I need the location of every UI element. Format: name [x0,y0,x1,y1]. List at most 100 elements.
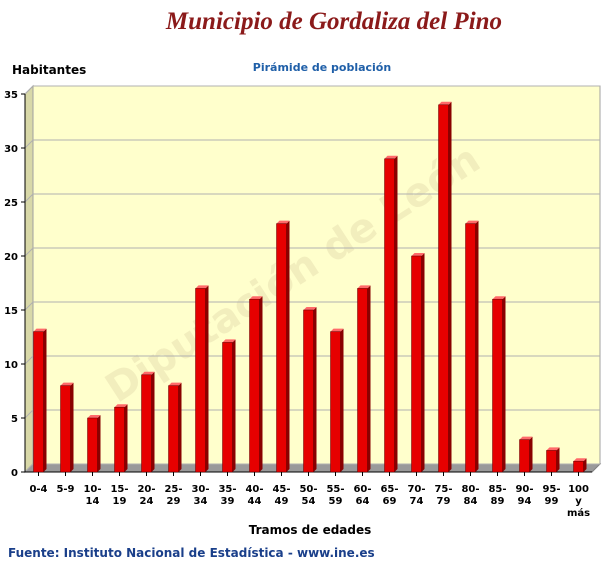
gridline-side [24,301,34,311]
bar-front [168,385,179,473]
x-tick-label: 45-49 [272,484,290,507]
x-tick-label: 55-59 [326,484,344,507]
bar-front [357,288,368,473]
bar [546,447,560,473]
bar-top [357,285,371,289]
bar [438,101,452,473]
x-tick-label: 65-69 [380,484,398,507]
bar-side [43,328,47,472]
bar-top [573,458,587,462]
bar-front [546,450,557,473]
bars [33,101,587,473]
x-axis-label: Tramos de edades [248,523,372,537]
bar-top [276,220,290,224]
bar-top [492,296,506,300]
bar-front [33,331,44,473]
gridline-side [24,85,34,95]
bar-top [330,328,344,332]
bar-side [448,101,452,473]
y-tick-label: 30 [4,144,18,155]
x-tick-label: 10-14 [83,484,101,507]
y-tick-label: 15 [4,306,18,317]
bar [60,382,74,473]
x-tick-label: 30-34 [191,484,209,507]
x-tick-label: 5-9 [56,484,74,495]
y-tick-label: 10 [4,360,18,371]
bar-top [438,101,452,105]
bar-side [259,296,263,472]
bar [114,404,128,473]
bar-top [168,382,182,386]
x-tick-label: 35-39 [218,484,236,507]
bar-side [313,307,317,472]
bar-top [465,220,479,224]
bar-side [178,382,182,472]
bar-side [421,253,425,472]
x-tick-label: 40-44 [245,484,263,507]
x-tick-label: 95-99 [542,484,560,507]
bar-front [519,439,530,473]
bar [303,307,317,473]
bar-top [87,415,101,418]
bar-front [114,406,125,473]
bar-side [232,339,236,472]
bar-front [249,298,260,473]
x-tick-label: 50-54 [299,484,317,507]
x-tick-labels: 0-4 5-9 10-14 15-19 20-24 25-29 30-34 35-39 40-4… [29,472,590,519]
bar-front [60,385,71,473]
bar-side [502,296,506,472]
gridline-side [24,355,34,365]
bar-top [519,436,533,440]
bar-front [573,460,584,473]
bar-top [33,328,47,332]
bar [492,296,506,473]
bar [87,415,101,473]
chart-title: Pirámide de población [252,61,392,74]
x-tick-label: 15-19 [110,484,128,507]
y-tick-label: 0 [11,468,18,479]
bar-top [114,404,128,408]
bar-side [529,436,533,472]
y-axis-label: Habitantes [12,63,87,77]
bar-front [330,331,341,473]
gridline-side [24,247,34,257]
bar [276,220,290,473]
x-tick-label: 60-64 [353,484,371,507]
bar-top [141,371,155,375]
source-note: Fuente: Instituto Nacional de Estadístic… [8,546,375,560]
bar [573,458,587,473]
bar-front [465,223,476,473]
bar [357,285,371,473]
page-title: Municipio de Gordaliza del Pino [165,8,503,35]
bar-top [411,253,425,256]
bar-side [583,458,587,472]
bar-side [124,404,128,472]
bar-front [492,298,503,473]
bar-side [367,285,371,472]
bar-side [286,220,290,472]
gridline-side [24,139,34,149]
x-tick-label: 80-84 [461,484,479,507]
y-tick-label: 25 [4,198,18,209]
bar [330,328,344,473]
bar-front [276,223,287,473]
bar [465,220,479,473]
x-tick-label: 90-94 [515,484,533,507]
bar [33,328,47,473]
x-tick-label: 70-74 [407,484,425,507]
bar [384,155,398,473]
bar-front [195,288,206,473]
x-tick-label: 85-89 [488,484,506,507]
bar [222,339,236,473]
bar-front [411,255,422,473]
x-tick-label: 25-29 [164,484,182,507]
bar-side [556,447,560,472]
bar [195,285,209,473]
x-tick-label: 100 y más [567,484,590,519]
bar [519,436,533,473]
y-tick-label: 20 [4,252,18,263]
bar-front [384,158,395,473]
bar-side [97,415,101,472]
bar-side [205,285,209,472]
